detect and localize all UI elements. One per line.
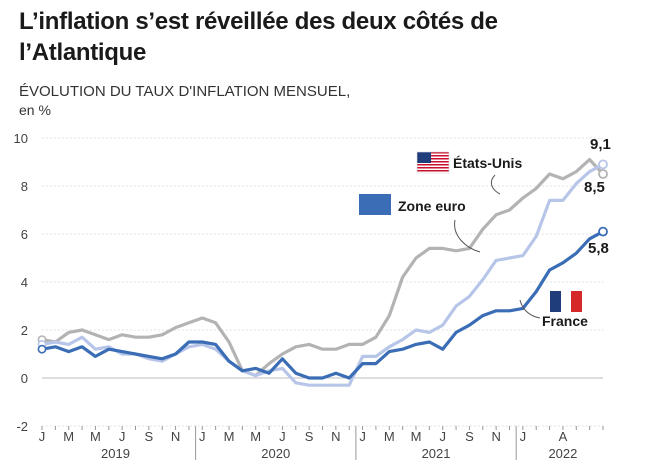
series-label-eu: Zone euro (398, 198, 466, 214)
flag-stripe (417, 152, 449, 154)
flag-body (359, 194, 391, 215)
x-tick-label: J (279, 429, 286, 444)
end-point (598, 169, 608, 179)
x-tick-label: M (250, 429, 261, 444)
flag-stripe (417, 164, 449, 166)
end-value-us: 8,5 (584, 179, 605, 196)
series-line-fr (40, 230, 605, 380)
year-label: 2020 (261, 446, 290, 461)
flag-canton (417, 152, 431, 163)
year-label: 2022 (548, 446, 577, 461)
x-tick-label: A (559, 429, 568, 444)
y-tick-label: 8 (21, 179, 28, 194)
unit-label: en % (19, 102, 51, 118)
leader-eu (454, 219, 481, 253)
y-tick-label: 0 (21, 371, 28, 386)
x-tick-label: M (384, 429, 395, 444)
x-tick-label: J (119, 429, 126, 444)
year-label: 2019 (101, 446, 130, 461)
chart-title: L’inflation s’est réveillée des deux côt… (19, 8, 498, 66)
x-tick-label: M (90, 429, 101, 444)
y-tick-label: 10 (14, 131, 28, 146)
leader-fr (519, 299, 541, 319)
y-tick-label: 2 (21, 323, 28, 338)
series-line-us (40, 158, 605, 378)
eu-flag-icon (359, 194, 391, 215)
x-tick-label: J (520, 429, 527, 444)
flag-white (561, 291, 571, 312)
flag-red (571, 291, 582, 312)
x-tick-label: N (331, 429, 340, 444)
us-flag-icon (416, 151, 450, 174)
flag-stripe (417, 155, 449, 157)
flag-stripe (417, 158, 449, 160)
year-label: 2021 (422, 446, 451, 461)
x-tick-label: S (145, 429, 154, 444)
series-label-fr: France (542, 313, 588, 329)
x-tick-label: S (465, 429, 474, 444)
flag-border (416, 151, 450, 174)
x-tick-label: J (439, 429, 446, 444)
flag-stripe (417, 167, 449, 169)
flag-stripe (417, 161, 449, 163)
x-tick-label: M (224, 429, 235, 444)
end-point (598, 226, 608, 237)
y-tick-label: -2 (16, 419, 28, 434)
x-tick-label: J (199, 429, 206, 444)
y-tick-label: 6 (21, 227, 28, 242)
x-tick-label: N (491, 429, 500, 444)
x-tick-label: J (359, 429, 366, 444)
x-tick-label: M (63, 429, 74, 444)
chart-subtitle: ÉVOLUTION DU TAUX D'INFLATION MENSUEL, (19, 83, 351, 100)
flag-blue (550, 291, 561, 312)
x-tick-label: M (411, 429, 422, 444)
end-value-fr: 5,8 (588, 240, 609, 257)
fr-flag-icon (550, 291, 582, 312)
x-tick-label: N (171, 429, 180, 444)
end-value-eu: 9,1 (590, 136, 611, 153)
start-point (37, 344, 47, 354)
x-tick-label: S (305, 429, 314, 444)
series-label-us: États-Unis (453, 155, 522, 171)
leader-us (490, 174, 501, 195)
x-tick-label: J (39, 429, 46, 444)
end-point (598, 159, 608, 170)
flag-stripe (417, 170, 449, 172)
y-tick-label: 4 (21, 275, 28, 290)
